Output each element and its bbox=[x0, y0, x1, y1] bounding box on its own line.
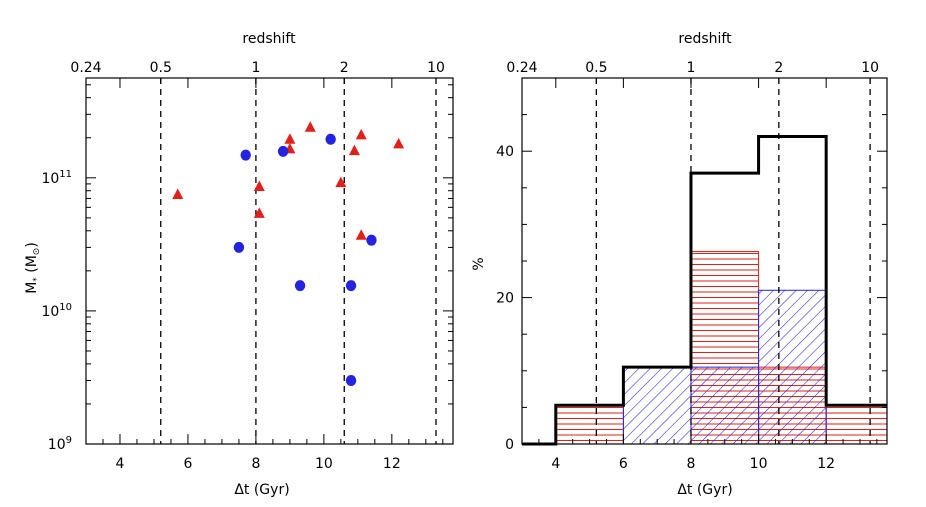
left-x-tick-label: 6 bbox=[183, 456, 192, 472]
left-y-tick-label: 109 bbox=[48, 435, 72, 453]
blue-circle-point bbox=[325, 133, 336, 145]
left-y-label-unit: (M bbox=[24, 255, 40, 273]
right-y-tick-label: 40 bbox=[496, 144, 514, 160]
right-x-tick-label: 6 bbox=[619, 456, 628, 472]
left-plot-frame bbox=[85, 77, 454, 445]
left-x-tick-label: 10 bbox=[315, 456, 333, 472]
left-redshift-tick-label: 1 bbox=[251, 60, 260, 76]
right-redshift-tick-label: 0.24 bbox=[506, 60, 537, 76]
right-total-histogram bbox=[522, 135, 887, 446]
right-x-axis-label: Δt (Gyr) bbox=[677, 482, 732, 498]
red-hatched-bar bbox=[825, 404, 888, 445]
left-x-tick-label: 4 bbox=[116, 456, 125, 472]
red-triangle-point bbox=[253, 180, 265, 192]
right-redshift-tick-label: 10 bbox=[861, 60, 879, 76]
left-x-axis-label: Δt (Gyr) bbox=[234, 482, 289, 498]
left-y-label-close: ) bbox=[24, 242, 40, 247]
red-triangle-point bbox=[172, 188, 184, 199]
left-redshift-tick-label: 0.24 bbox=[70, 60, 101, 76]
right-x-tick-label: 12 bbox=[817, 456, 835, 472]
blue-circle-point bbox=[345, 374, 357, 386]
left-redshift-ticks: 0.24 0.5 1 2 10 bbox=[70, 60, 445, 84]
left-y-label-sub: * bbox=[32, 277, 42, 282]
right-x-tick-label: 4 bbox=[551, 456, 560, 472]
right-redshift-tick-label: 1 bbox=[687, 60, 696, 76]
right-x-ticks: 4 6 8 10 12 bbox=[538, 78, 878, 472]
right-redshift-ticks: 0.24 0.5 1 2 10 bbox=[506, 60, 879, 84]
left-redshift-tick-label: 0.5 bbox=[150, 60, 172, 76]
left-redshift-dashed-lines bbox=[160, 78, 437, 444]
blue-circle-point bbox=[294, 280, 306, 292]
left-panel: redshift 0.24 0.5 1 2 10 4 6 8 10 12 10111010109… bbox=[24, 31, 454, 498]
red-triangle-point bbox=[355, 128, 367, 140]
right-x-tick-label: 8 bbox=[687, 456, 696, 472]
left-top-axis-label: redshift bbox=[242, 31, 296, 47]
left-scatter-points bbox=[172, 121, 405, 386]
left-x-tick-label: 8 bbox=[251, 456, 260, 472]
blue-hatched-bar bbox=[622, 366, 692, 445]
blue-circle-point bbox=[366, 234, 377, 246]
red-triangle-point bbox=[284, 133, 296, 144]
total-histogram-outline bbox=[522, 135, 887, 446]
red-triangle-point bbox=[355, 229, 367, 240]
left-y-label-main: M bbox=[24, 282, 40, 294]
left-x-tick-label: 12 bbox=[383, 456, 401, 472]
red-triangle-point bbox=[335, 176, 347, 188]
blue-circle-point bbox=[277, 145, 289, 157]
svg-text:M* (M⊙): M* (M⊙) bbox=[24, 242, 42, 294]
red-triangle-point bbox=[304, 121, 316, 132]
right-redshift-dashed-lines bbox=[595, 78, 871, 444]
left-redshift-tick-label: 10 bbox=[427, 60, 445, 76]
red-triangle-point bbox=[253, 207, 265, 218]
left-y-axis-label: M* (M⊙) bbox=[24, 242, 42, 294]
blue-circle-point bbox=[345, 280, 357, 292]
left-y-label-unit-sub: ⊙ bbox=[32, 248, 42, 256]
left-x-ticks: 4 6 8 10 12 bbox=[102, 78, 444, 472]
right-y-ticks: 0 20 40 bbox=[496, 77, 887, 453]
right-y-tick-label: 20 bbox=[496, 291, 514, 307]
blue-hatched-bar bbox=[758, 289, 827, 445]
right-redshift-tick-label: 2 bbox=[774, 60, 783, 76]
right-y-tick-label: 0 bbox=[505, 437, 514, 453]
red-triangle-point bbox=[393, 137, 405, 149]
right-y-axis-label: % bbox=[471, 257, 487, 270]
right-hatched-bars bbox=[555, 250, 888, 445]
left-y-ticks: 1011 1010 109 bbox=[41, 84, 453, 453]
left-redshift-tick-label: 2 bbox=[340, 60, 349, 76]
right-top-axis-label: redshift bbox=[678, 31, 732, 47]
right-redshift-tick-label: 0.5 bbox=[585, 60, 607, 76]
blue-circle-point bbox=[233, 241, 245, 253]
left-y-tick-label: 1011 bbox=[41, 169, 72, 187]
red-triangle-point bbox=[348, 144, 360, 156]
blue-circle-point bbox=[240, 149, 251, 161]
blue-hatched-bar bbox=[690, 366, 760, 445]
left-y-tick-label: 1010 bbox=[41, 302, 72, 320]
right-x-tick-label: 10 bbox=[750, 456, 768, 472]
red-hatched-bar bbox=[555, 404, 624, 445]
